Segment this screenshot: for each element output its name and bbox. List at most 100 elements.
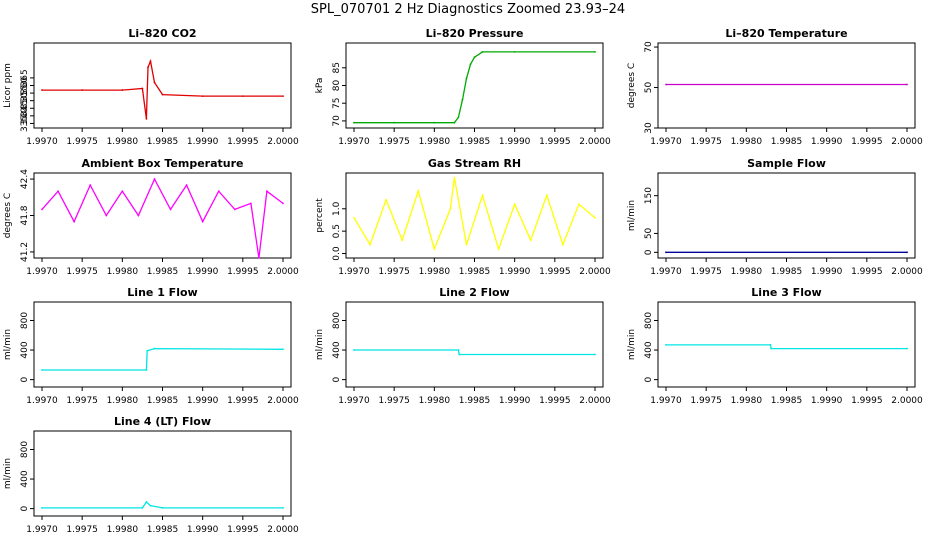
x-tick-label: 2.0000 (891, 137, 923, 147)
data-point (149, 504, 152, 507)
chart-panel: Li–820 CO2 1.9970 1.9975 1.9980 1.9985 1.9990… (3, 27, 299, 147)
plot-frame (657, 42, 916, 129)
data-point (241, 95, 244, 98)
data-point (41, 506, 43, 509)
data-point (353, 349, 355, 351)
y-tick-label: 50 (644, 227, 654, 239)
y-tick-label: 0 (332, 376, 342, 382)
x-tick-label: 1.9970 (338, 396, 370, 406)
y-tick-label: 400 (20, 341, 30, 358)
x-tick-label: 1.9975 (378, 137, 410, 147)
x-tick-label: 1.9990 (187, 267, 219, 277)
y-tick-label: 70 (332, 115, 342, 127)
plot-frame (345, 42, 604, 129)
series-line (41, 177, 284, 259)
plot-frame (33, 430, 292, 517)
figure-title: SPL_070701 2 Hz Diagnostics Zoomed 23.93… (310, 2, 626, 17)
chart-title: Gas Stream RH (428, 157, 521, 170)
y-tick-label: 1.0 (332, 201, 342, 216)
x-tick-label: 1.9995 (227, 525, 259, 535)
x-tick-label: 1.9980 (107, 396, 139, 406)
y-tick-label: 41.2 (20, 242, 30, 262)
x-tick-label: 1.9985 (147, 396, 179, 406)
data-point (105, 214, 108, 217)
x-tick-label: 2.0000 (579, 396, 611, 406)
data-point (201, 220, 204, 223)
x-tick-label: 1.9995 (851, 396, 883, 406)
x-tick-label: 1.9970 (338, 267, 370, 277)
x-tick-label: 1.9985 (147, 525, 179, 535)
x-tick-label: 1.9990 (499, 396, 531, 406)
data-point (529, 239, 532, 242)
plot-frame (33, 42, 292, 129)
x-tick-label: 1.9975 (66, 267, 98, 277)
chart-title: Line 1 Flow (127, 286, 197, 299)
data-point (153, 347, 156, 350)
data-point (233, 208, 236, 211)
data-point (401, 239, 404, 242)
y-tick-label: 365 (20, 69, 30, 86)
data-point (169, 208, 172, 211)
x-tick-label: 1.9970 (650, 137, 682, 147)
data-point (282, 202, 284, 205)
data-point (282, 95, 284, 98)
plot-frame (33, 301, 292, 388)
y-tick-label: 80 (332, 80, 342, 92)
chart-panel: Line 2 Flow 1.9970 1.9975 1.9980 1.9985 1.999… (315, 286, 611, 406)
y-tick-label: 0 (20, 505, 30, 511)
data-point (449, 207, 452, 210)
y-tick-label: 355 (20, 84, 30, 101)
data-point (161, 93, 164, 96)
chart-title: Li–820 Temperature (725, 27, 847, 40)
y-tick-label: 41.8 (20, 205, 30, 225)
data-point (417, 189, 420, 192)
y-tick-label: 400 (332, 341, 342, 358)
series-line (353, 177, 596, 252)
y-tick-label: 30 (644, 122, 654, 134)
data-point (282, 348, 284, 351)
data-point (353, 216, 355, 219)
x-tick-label: 1.9990 (187, 525, 219, 535)
y-tick-label: 0.5 (332, 224, 342, 238)
y-tick-label: 335 (20, 115, 30, 132)
data-point (249, 202, 252, 205)
y-tick-label: 350 (20, 92, 30, 109)
x-tick-label: 1.9995 (851, 137, 883, 147)
x-tick-label: 1.9975 (66, 137, 98, 147)
data-point (153, 81, 156, 84)
y-tick-label: 400 (644, 341, 654, 358)
y-tick-label: 345 (20, 100, 30, 117)
chart-title: Li–820 CO2 (128, 27, 196, 40)
x-tick-label: 2.0000 (267, 137, 299, 147)
data-point (665, 251, 667, 254)
data-point (461, 98, 464, 101)
data-point (353, 121, 355, 124)
y-axis-label: percent (315, 198, 325, 233)
chart-title: Ambient Box Temperature (82, 157, 244, 170)
y-tick-label: 0 (20, 376, 30, 382)
x-tick-label: 1.9980 (419, 396, 451, 406)
x-tick-label: 1.9975 (66, 396, 98, 406)
plot-frame (345, 172, 604, 259)
x-tick-label: 1.9975 (66, 525, 98, 535)
data-point (469, 63, 472, 66)
x-tick-label: 1.9980 (419, 137, 451, 147)
y-tick-label: 0 (644, 249, 654, 255)
data-point (453, 121, 456, 124)
plot-frame (657, 172, 916, 259)
data-point (145, 117, 148, 120)
data-point (769, 343, 772, 346)
chart-title: Li–820 Pressure (426, 27, 524, 40)
data-point (594, 353, 596, 356)
x-tick-label: 1.9985 (459, 267, 491, 277)
data-point (453, 176, 456, 179)
data-point (578, 203, 580, 206)
y-tick-label: 0 (644, 376, 654, 382)
chart-panel: Line 4 (LT) Flow 1.9970 1.9975 1.9980 1.9985… (3, 415, 299, 535)
y-tick-label: 150 (644, 187, 654, 204)
y-tick-label: 800 (644, 312, 654, 329)
x-tick-label: 2.0000 (267, 396, 299, 406)
x-tick-label: 1.9975 (378, 396, 410, 406)
data-point (121, 190, 124, 193)
data-point (149, 60, 152, 63)
